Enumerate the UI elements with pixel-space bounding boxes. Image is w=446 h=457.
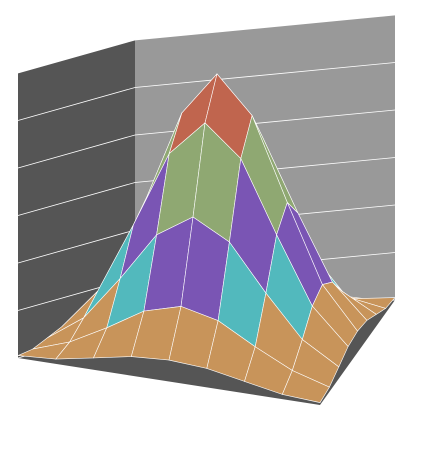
surface-cell [281,370,330,403]
grid-line [17,14,396,74]
grid-line [17,157,396,216]
grid-line [17,62,396,121]
grid-line [17,109,396,169]
